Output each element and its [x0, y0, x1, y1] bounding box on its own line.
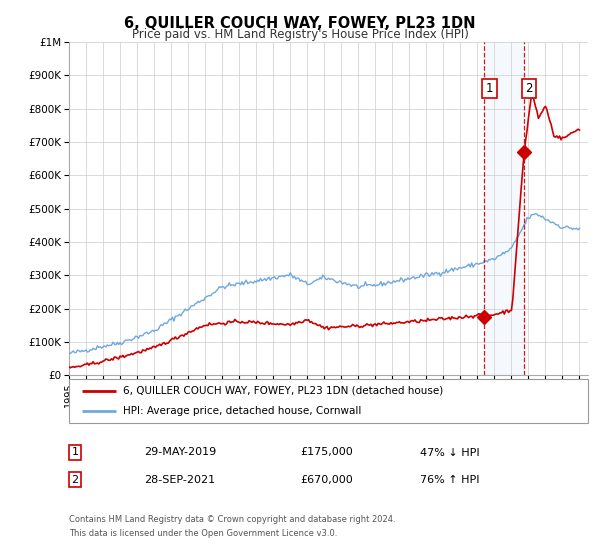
Text: £175,000: £175,000 [300, 447, 353, 458]
FancyBboxPatch shape [69, 379, 588, 423]
Text: 76% ↑ HPI: 76% ↑ HPI [420, 475, 479, 485]
Text: 29-MAY-2019: 29-MAY-2019 [144, 447, 216, 458]
Text: 6, QUILLER COUCH WAY, FOWEY, PL23 1DN: 6, QUILLER COUCH WAY, FOWEY, PL23 1DN [124, 16, 476, 31]
Text: £670,000: £670,000 [300, 475, 353, 485]
Text: 2: 2 [526, 82, 533, 95]
Text: 1: 1 [486, 82, 493, 95]
Text: Contains HM Land Registry data © Crown copyright and database right 2024.: Contains HM Land Registry data © Crown c… [69, 515, 395, 524]
Text: 28-SEP-2021: 28-SEP-2021 [144, 475, 215, 485]
Text: This data is licensed under the Open Government Licence v3.0.: This data is licensed under the Open Gov… [69, 529, 337, 538]
Text: Price paid vs. HM Land Registry's House Price Index (HPI): Price paid vs. HM Land Registry's House … [131, 28, 469, 41]
Text: 1: 1 [71, 447, 79, 458]
Text: HPI: Average price, detached house, Cornwall: HPI: Average price, detached house, Corn… [124, 406, 362, 416]
Text: 2: 2 [71, 475, 79, 485]
Text: 6, QUILLER COUCH WAY, FOWEY, PL23 1DN (detached house): 6, QUILLER COUCH WAY, FOWEY, PL23 1DN (d… [124, 386, 444, 396]
Text: 47% ↓ HPI: 47% ↓ HPI [420, 447, 479, 458]
Bar [484, 42, 524, 375]
